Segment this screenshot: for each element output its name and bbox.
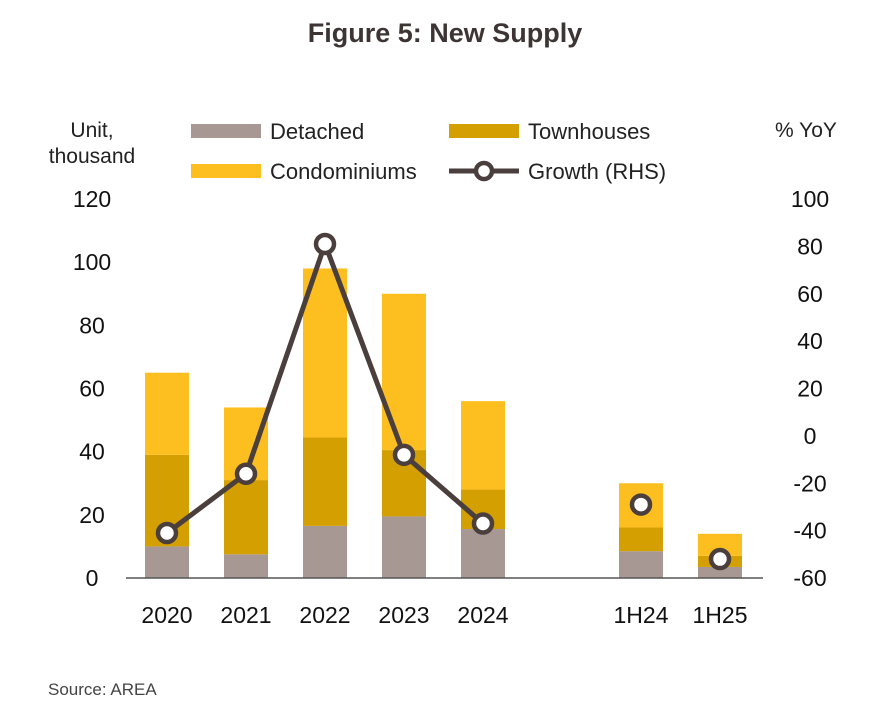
left-axis-label-line1: Unit, (70, 119, 113, 142)
bar-townhouses-1h24 (619, 527, 663, 552)
bar-detached-2021 (224, 554, 268, 578)
growth-point-2023 (392, 443, 416, 467)
category-label-2022: 2022 (299, 602, 350, 628)
legend-item-townhouses: Townhouses (449, 119, 650, 144)
left-tick-120: 120 (73, 186, 111, 212)
legend-swatch-townhouses (449, 124, 519, 138)
growth-point-2022 (313, 232, 337, 256)
bar-condominiums-2023 (382, 293, 426, 451)
right-tick-40: 40 (797, 328, 823, 354)
category-label-2021: 2021 (220, 602, 271, 628)
right-tick-20: -20 (793, 470, 826, 496)
right-axis-label: % YoY (775, 119, 837, 142)
bar-condominiums-2024 (461, 401, 505, 490)
bar-detached-2024 (461, 529, 505, 578)
left-tick-80: 80 (79, 312, 105, 338)
bar-condominiums-1h25 (698, 533, 742, 556)
bar-detached-2020 (145, 546, 189, 578)
legend-label-growth-rhs: Growth (RHS) (528, 159, 666, 184)
legend: Detached Townhouses Condominiums Growth (RH… (191, 119, 666, 184)
left-tick-100: 100 (73, 249, 111, 275)
legend-label-townhouses: Townhouses (528, 119, 650, 144)
legend-item-growth-rhs: Growth (RHS) (449, 159, 666, 184)
legend-label-detached: Detached (270, 119, 364, 144)
left-axis-ticks: 0 20 40 60 80 100 120 (73, 186, 111, 591)
right-tick-100: 100 (791, 186, 829, 212)
category-label-1h24: 1H24 (614, 602, 669, 628)
legend-swatch-condominiums (191, 164, 261, 178)
legend-item-detached: Detached (191, 119, 364, 144)
bars (145, 268, 742, 578)
legend-swatch-detached (191, 124, 261, 138)
right-tick-40: -40 (793, 518, 826, 544)
growth-point-1h24 (629, 493, 653, 516)
bar-detached-2022 (303, 525, 347, 578)
category-label-1h25: 1H25 (693, 602, 748, 628)
legend-marker-growth-rhs (473, 160, 495, 182)
left-tick-0: 0 (86, 565, 99, 591)
bar-detached-1h25 (698, 566, 742, 578)
right-tick-0: 0 (804, 423, 817, 449)
left-tick-60: 60 (79, 376, 105, 402)
category-labels: 2020 2021 2022 2023 2024 1H24 1H25 (141, 602, 747, 628)
right-tick-80: 80 (797, 233, 823, 259)
bar-townhouses-2021 (224, 480, 268, 555)
bar-townhouses-2022 (303, 437, 347, 526)
growth-point-2020 (155, 521, 179, 545)
source-note: Source: AREA (48, 680, 157, 699)
right-tick-20: 20 (797, 376, 823, 402)
legend-item-condominiums: Condominiums (191, 159, 417, 184)
category-label-2020: 2020 (141, 602, 192, 628)
legend-label-condominiums: Condominiums (270, 159, 417, 184)
growth-point-2024 (471, 512, 495, 535)
left-axis-label-line2: thousand (49, 145, 135, 168)
left-tick-20: 20 (79, 502, 105, 528)
category-label-2023: 2023 (378, 602, 429, 628)
category-label-2024: 2024 (457, 602, 508, 628)
left-tick-40: 40 (79, 439, 105, 465)
growth-line (155, 232, 732, 571)
right-tick-60: -60 (793, 565, 826, 591)
bar-condominiums-2022 (303, 268, 347, 438)
growth-point-1h25 (708, 547, 732, 571)
bar-detached-1h24 (619, 551, 663, 578)
chart-title: Figure 5: New Supply (308, 18, 583, 48)
right-tick-60: 60 (797, 281, 823, 307)
bar-detached-2023 (382, 516, 426, 578)
right-axis-ticks: -60 -40 -20 0 20 40 60 80 100 (791, 186, 829, 591)
growth-point-2021 (234, 462, 258, 486)
bar-condominiums-2020 (145, 372, 189, 455)
